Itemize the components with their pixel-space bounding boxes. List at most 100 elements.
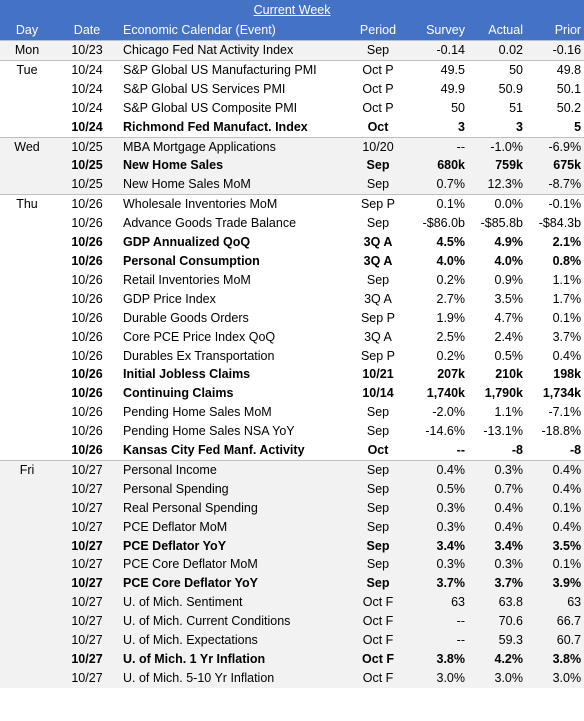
cell: Durable Goods Orders	[123, 310, 249, 325]
cell: Sep	[350, 40, 406, 61]
cell: Sep	[350, 536, 406, 556]
cell: 3Q A	[364, 291, 392, 306]
table-row: 10/26 Initial Jobless Claims 10/21 207k 210k…	[0, 365, 584, 384]
cell: 10/27	[54, 459, 120, 480]
cell: 50	[451, 100, 465, 115]
cell: Pending Home Sales NSA YoY	[123, 424, 295, 439]
day-cell	[0, 365, 54, 384]
day-cell	[0, 593, 54, 613]
cell: 0.4%	[468, 517, 526, 537]
cell: 10/26	[71, 235, 103, 250]
cell: 10/25	[54, 175, 120, 195]
cell: 0.4%	[526, 459, 584, 480]
cell: Sep	[350, 498, 406, 518]
day-cell	[0, 403, 54, 422]
day-cell: Fri	[0, 459, 54, 480]
cell: Sep	[366, 216, 390, 231]
cell: -0.14	[406, 40, 468, 61]
cell: 10/27	[54, 650, 120, 669]
cell: --	[406, 612, 468, 632]
cell: 3.7%	[552, 329, 582, 344]
cell: 4.7%	[494, 310, 524, 325]
column-header: Actual	[468, 20, 526, 41]
table-row: 10/27 Real Personal Spending Sep 0.3% 0.4% 0.…	[0, 498, 584, 518]
cell: U. of Mich. Current Conditions	[120, 612, 350, 632]
cell: -18.8%	[541, 424, 582, 439]
day-cell	[0, 214, 54, 233]
day-cell	[0, 309, 54, 328]
cell: Sep P	[350, 194, 406, 215]
day-cell	[0, 347, 54, 366]
cell: Oct	[367, 119, 389, 134]
cell: 10/27	[54, 574, 120, 594]
cell: Oct P	[350, 59, 406, 80]
table-row: 10/27 U. of Mich. Sentiment Oct F 63 63.8 63	[0, 593, 584, 613]
cell: U. of Mich. Expectations	[120, 631, 350, 650]
cell: Oct F	[350, 593, 406, 613]
cell: --	[406, 136, 468, 157]
cell: 1,790k	[484, 386, 523, 401]
table-row: 10/27 U. of Mich. Expectations Oct F -- 59.3…	[0, 631, 584, 650]
cell: 49.9	[440, 81, 465, 96]
cell: 3.5%	[494, 291, 524, 306]
cell: 63	[406, 593, 468, 613]
cell: PCE Core Deflator YoY	[120, 574, 350, 594]
day-cell	[0, 631, 54, 650]
cell: PCE Deflator YoY	[120, 536, 350, 556]
table-row: 10/26 Pending Home Sales NSA YoY Sep -14.6%…	[0, 422, 584, 441]
table-row: 10/26 Retail Inventories MoM Sep 0.2% 0.9% 1.…	[0, 271, 584, 290]
cell: -1.0%	[468, 136, 526, 157]
cell: Initial Jobless Claims	[123, 367, 251, 382]
table-row: 10/26 Core PCE Price Index QoQ 3Q A 2.5% 2.4…	[0, 328, 584, 347]
day-cell	[0, 271, 54, 290]
cell: Sep	[350, 175, 406, 195]
table-row: 10/27 PCE Core Deflator YoY Sep 3.7% 3.7% 3.9…	[0, 574, 584, 594]
day-cell: Wed	[0, 136, 54, 157]
cell: -8	[569, 443, 582, 458]
day-cell	[0, 233, 54, 252]
day-cell	[0, 422, 54, 441]
cell: S&P Global US Services PMI	[123, 81, 286, 96]
cell: Sep	[350, 156, 406, 176]
table-row: 10/26 Advance Goods Trade Balance Sep -$86.…	[0, 214, 584, 233]
cell: 50	[468, 59, 526, 80]
cell: Sep P	[360, 310, 396, 325]
cell: U. of Mich. 1 Yr Inflation	[120, 650, 350, 669]
cell: 10/26	[71, 310, 103, 325]
cell: Sep	[350, 479, 406, 499]
cell: 4.5%	[436, 235, 466, 250]
calendar-table: Current Week Day Date Economic Calendar (E…	[0, 0, 584, 688]
cell: 759k	[468, 156, 526, 176]
cell: 10/27	[54, 498, 120, 518]
cell: 675k	[526, 156, 584, 176]
cell: 210k	[495, 367, 523, 382]
cell: Oct	[367, 443, 389, 458]
cell: 4.2%	[468, 650, 526, 669]
table-row: 10/24 Richmond Fed Manufact. Index Oct 3 3 5	[0, 118, 584, 137]
cell: 3.4%	[468, 536, 526, 556]
table-row: Thu 10/26 Wholesale Inventories MoM Sep P 0.…	[0, 194, 584, 215]
table-row: 10/27 PCE Core Deflator MoM Sep 0.3% 0.3% 0.1…	[0, 555, 584, 575]
cell: 59.3	[468, 631, 526, 650]
cell: 10/27	[54, 612, 120, 632]
day-cell	[0, 290, 54, 309]
cell: 10/26	[71, 272, 103, 287]
table-body: Mon 10/23 Chicago Fed Nat Activity Index Se…	[0, 40, 584, 688]
day-cell	[0, 498, 54, 518]
cell: 0.1%	[552, 310, 582, 325]
cell: 0.02	[468, 40, 526, 61]
cell: 0.2%	[436, 348, 466, 363]
table-row: 10/24 S&P Global US Services PMI Oct P 49.9…	[0, 80, 584, 99]
cell: 10/27	[54, 536, 120, 556]
cell: 0.4%	[526, 479, 584, 499]
day-cell	[0, 118, 54, 137]
day-cell	[0, 252, 54, 271]
cell: GDP Annualized QoQ	[123, 235, 251, 250]
cell: 0.3%	[406, 555, 468, 575]
cell: -8.7%	[526, 175, 584, 195]
cell: 3.8%	[526, 650, 584, 669]
cell: PCE Deflator MoM	[120, 517, 350, 537]
table-row: 10/24 S&P Global US Composite PMI Oct P 50 5…	[0, 99, 584, 118]
day-cell	[0, 574, 54, 594]
cell: 10/26	[54, 194, 120, 215]
